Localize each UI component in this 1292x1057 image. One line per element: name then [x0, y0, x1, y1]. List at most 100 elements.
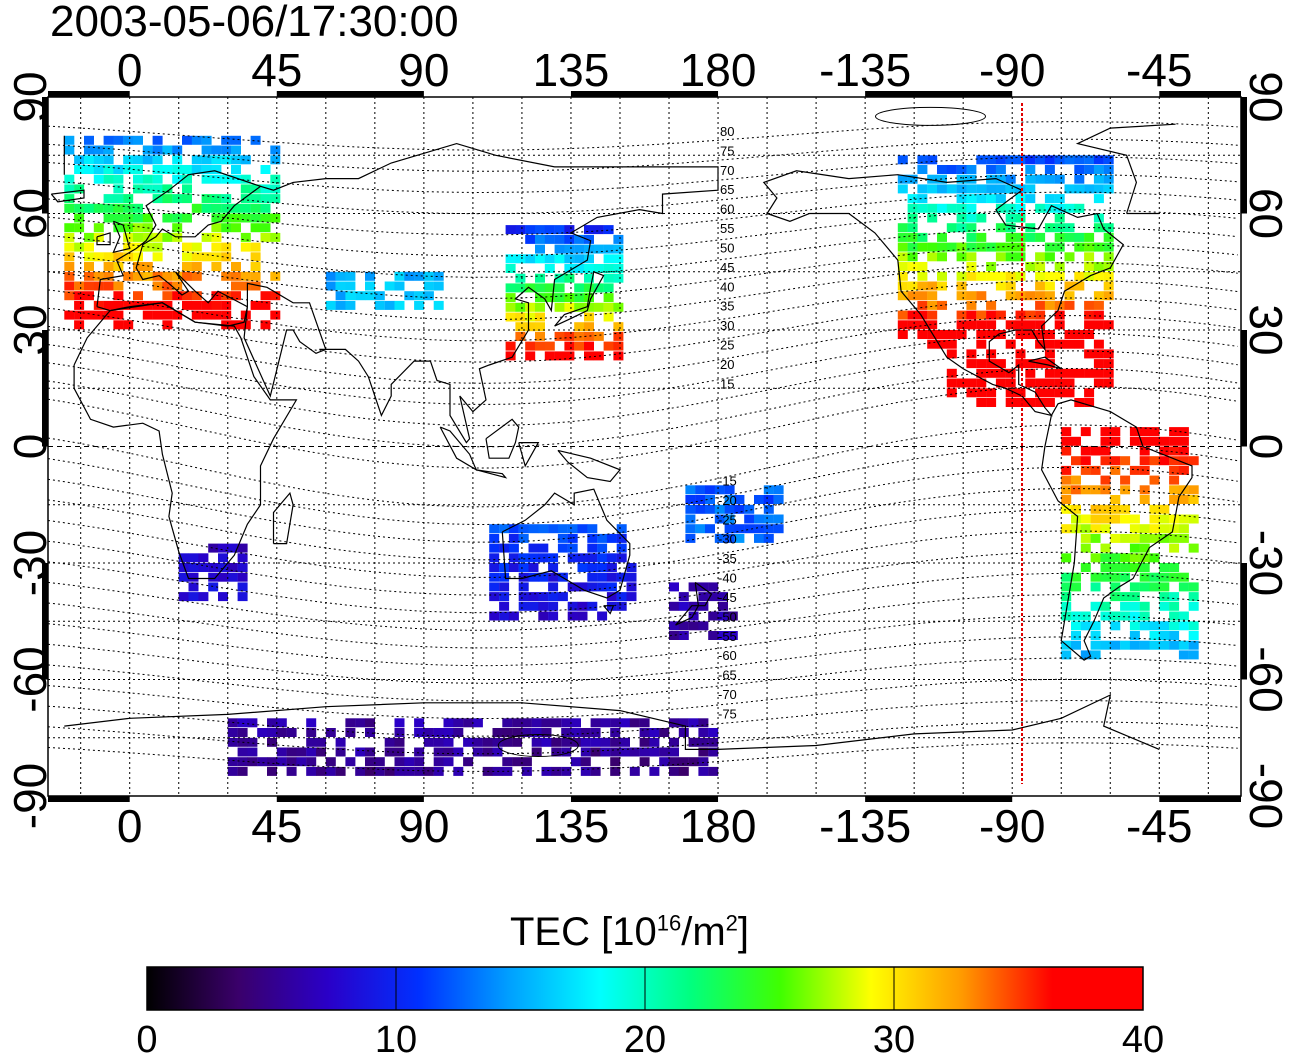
- tec-cell: [574, 264, 585, 273]
- tec-cell: [74, 310, 85, 320]
- tec-cell: [325, 271, 336, 281]
- tec-cell: [528, 553, 539, 563]
- tec-cell: [172, 194, 183, 204]
- tec-cell: [966, 252, 977, 262]
- tec-cell: [544, 254, 555, 264]
- tec-cell: [1139, 446, 1150, 456]
- tec-cell: [1169, 475, 1180, 485]
- tec-cell: [240, 174, 251, 184]
- tec-cell: [1100, 427, 1111, 437]
- tec-cell: [240, 203, 251, 213]
- tec-cell: [535, 283, 545, 293]
- frame-bar-top: [570, 91, 719, 97]
- tec-cell: [182, 213, 192, 223]
- tec-cell: [162, 232, 173, 242]
- mlat-label-south: -15: [718, 473, 737, 488]
- mlat-label-north: 25: [720, 338, 734, 353]
- tec-cell: [1090, 621, 1101, 631]
- tec-cell: [554, 254, 565, 264]
- tec-cell: [182, 135, 192, 145]
- tec-cell: [1149, 533, 1160, 543]
- tec-cell: [548, 582, 559, 592]
- x-tick-top: 90: [398, 44, 449, 96]
- tec-cell: [1169, 465, 1180, 475]
- tec-cell: [499, 611, 510, 621]
- tec-cell: [1005, 398, 1016, 407]
- tec-cell: [1188, 543, 1199, 553]
- tec-cell: [240, 213, 251, 223]
- tec-cell: [626, 563, 637, 572]
- tec-cell: [927, 281, 938, 291]
- tec-cell: [678, 766, 689, 776]
- tec-cell: [1149, 582, 1160, 592]
- tec-cell: [616, 533, 627, 543]
- tec-cell: [1084, 184, 1095, 194]
- tec-cell: [724, 485, 735, 495]
- tec-cell: [603, 244, 614, 254]
- tec-cell: [123, 271, 134, 281]
- tec-cell: [113, 262, 124, 271]
- tec-cell: [1071, 611, 1081, 621]
- tec-cell: [276, 718, 287, 728]
- tec-cell: [966, 291, 977, 301]
- tec-cell: [590, 737, 601, 747]
- tec-cell: [1120, 504, 1131, 514]
- y-tick-right: -30: [1240, 530, 1292, 596]
- coastline: [501, 488, 631, 599]
- tec-cell: [1035, 300, 1046, 310]
- tec-cell: [250, 184, 261, 194]
- tec-cell: [414, 718, 425, 728]
- tec-cell: [554, 244, 565, 254]
- tec-cell: [727, 631, 738, 640]
- mlat-contour: [47, 350, 1238, 427]
- tec-cell: [365, 728, 375, 737]
- tec-cell: [525, 322, 536, 332]
- tec-cell: [946, 242, 957, 252]
- tec-cell: [554, 331, 565, 341]
- tec-cell: [518, 563, 529, 572]
- tec-cell: [512, 728, 523, 737]
- tec-cell: [231, 145, 241, 155]
- tec-cell: [564, 273, 575, 283]
- tec-cell: [1084, 310, 1095, 320]
- coastline: [112, 220, 131, 254]
- tec-cell: [250, 194, 261, 204]
- tec-cell: [123, 320, 134, 330]
- tec-cell: [603, 293, 614, 303]
- tec-cell: [1015, 203, 1026, 213]
- tec-cell: [267, 757, 277, 767]
- tec-cell: [626, 572, 637, 582]
- tec-cell: [335, 747, 346, 757]
- tec-cell: [231, 203, 241, 213]
- tec-cell: [567, 543, 578, 553]
- tec-cell: [986, 368, 997, 378]
- tec-cell: [508, 611, 519, 621]
- tec-cell: [489, 524, 500, 534]
- tec-cell: [1080, 446, 1091, 456]
- tec-cell: [763, 514, 774, 524]
- tec-cell: [267, 737, 277, 747]
- tec-cell: [1129, 543, 1140, 553]
- tec-cell: [489, 592, 500, 602]
- mlat-contour: [47, 466, 1238, 543]
- tec-cell: [84, 232, 94, 242]
- tec-cell: [250, 203, 261, 213]
- tec-cell: [1129, 553, 1140, 563]
- coastline: [96, 170, 262, 327]
- tec-cell: [593, 225, 604, 235]
- tec-cell: [1015, 242, 1026, 252]
- tec-cell: [1178, 582, 1189, 592]
- tec-cell: [1169, 427, 1180, 437]
- tec-cell: [211, 223, 222, 233]
- tec-cell: [1084, 349, 1095, 359]
- tec-cell: [995, 359, 1006, 369]
- tec-cell: [535, 273, 545, 283]
- tec-cell: [240, 232, 251, 242]
- tec-cell: [946, 184, 957, 194]
- tec-cell: [561, 737, 572, 747]
- tec-cell: [384, 737, 395, 747]
- tec-cell: [593, 331, 604, 341]
- tec-cell: [659, 757, 670, 767]
- tec-cell: [1061, 495, 1072, 504]
- tec-cell: [1129, 592, 1140, 602]
